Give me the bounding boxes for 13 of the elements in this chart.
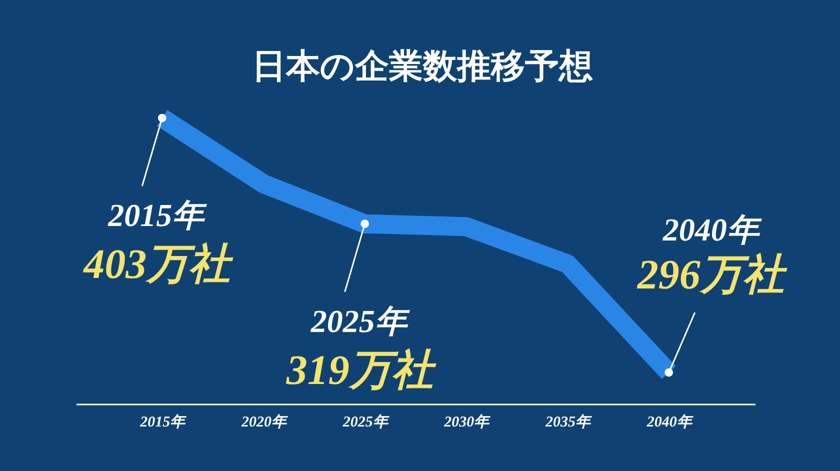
chart-title: 日本の企業数推移予想 [252,48,593,86]
annotation: 319万社 [285,348,436,394]
x-tick-label: 2040年 [646,414,694,430]
x-tick-label: 2025年 [342,414,390,430]
annotation: 2025年 [310,302,410,339]
annotation: 296万社 [636,252,788,299]
x-tick-label: 2035年 [544,414,593,430]
annotation: 2040年 [662,212,762,248]
x-tick-label: 2015年 [139,414,188,430]
annotation: 2015年 [107,197,208,233]
x-tick-label: 2030年 [443,414,492,430]
x-tick-label: 2020年 [240,414,288,430]
annotation: 403万社 [82,242,234,288]
